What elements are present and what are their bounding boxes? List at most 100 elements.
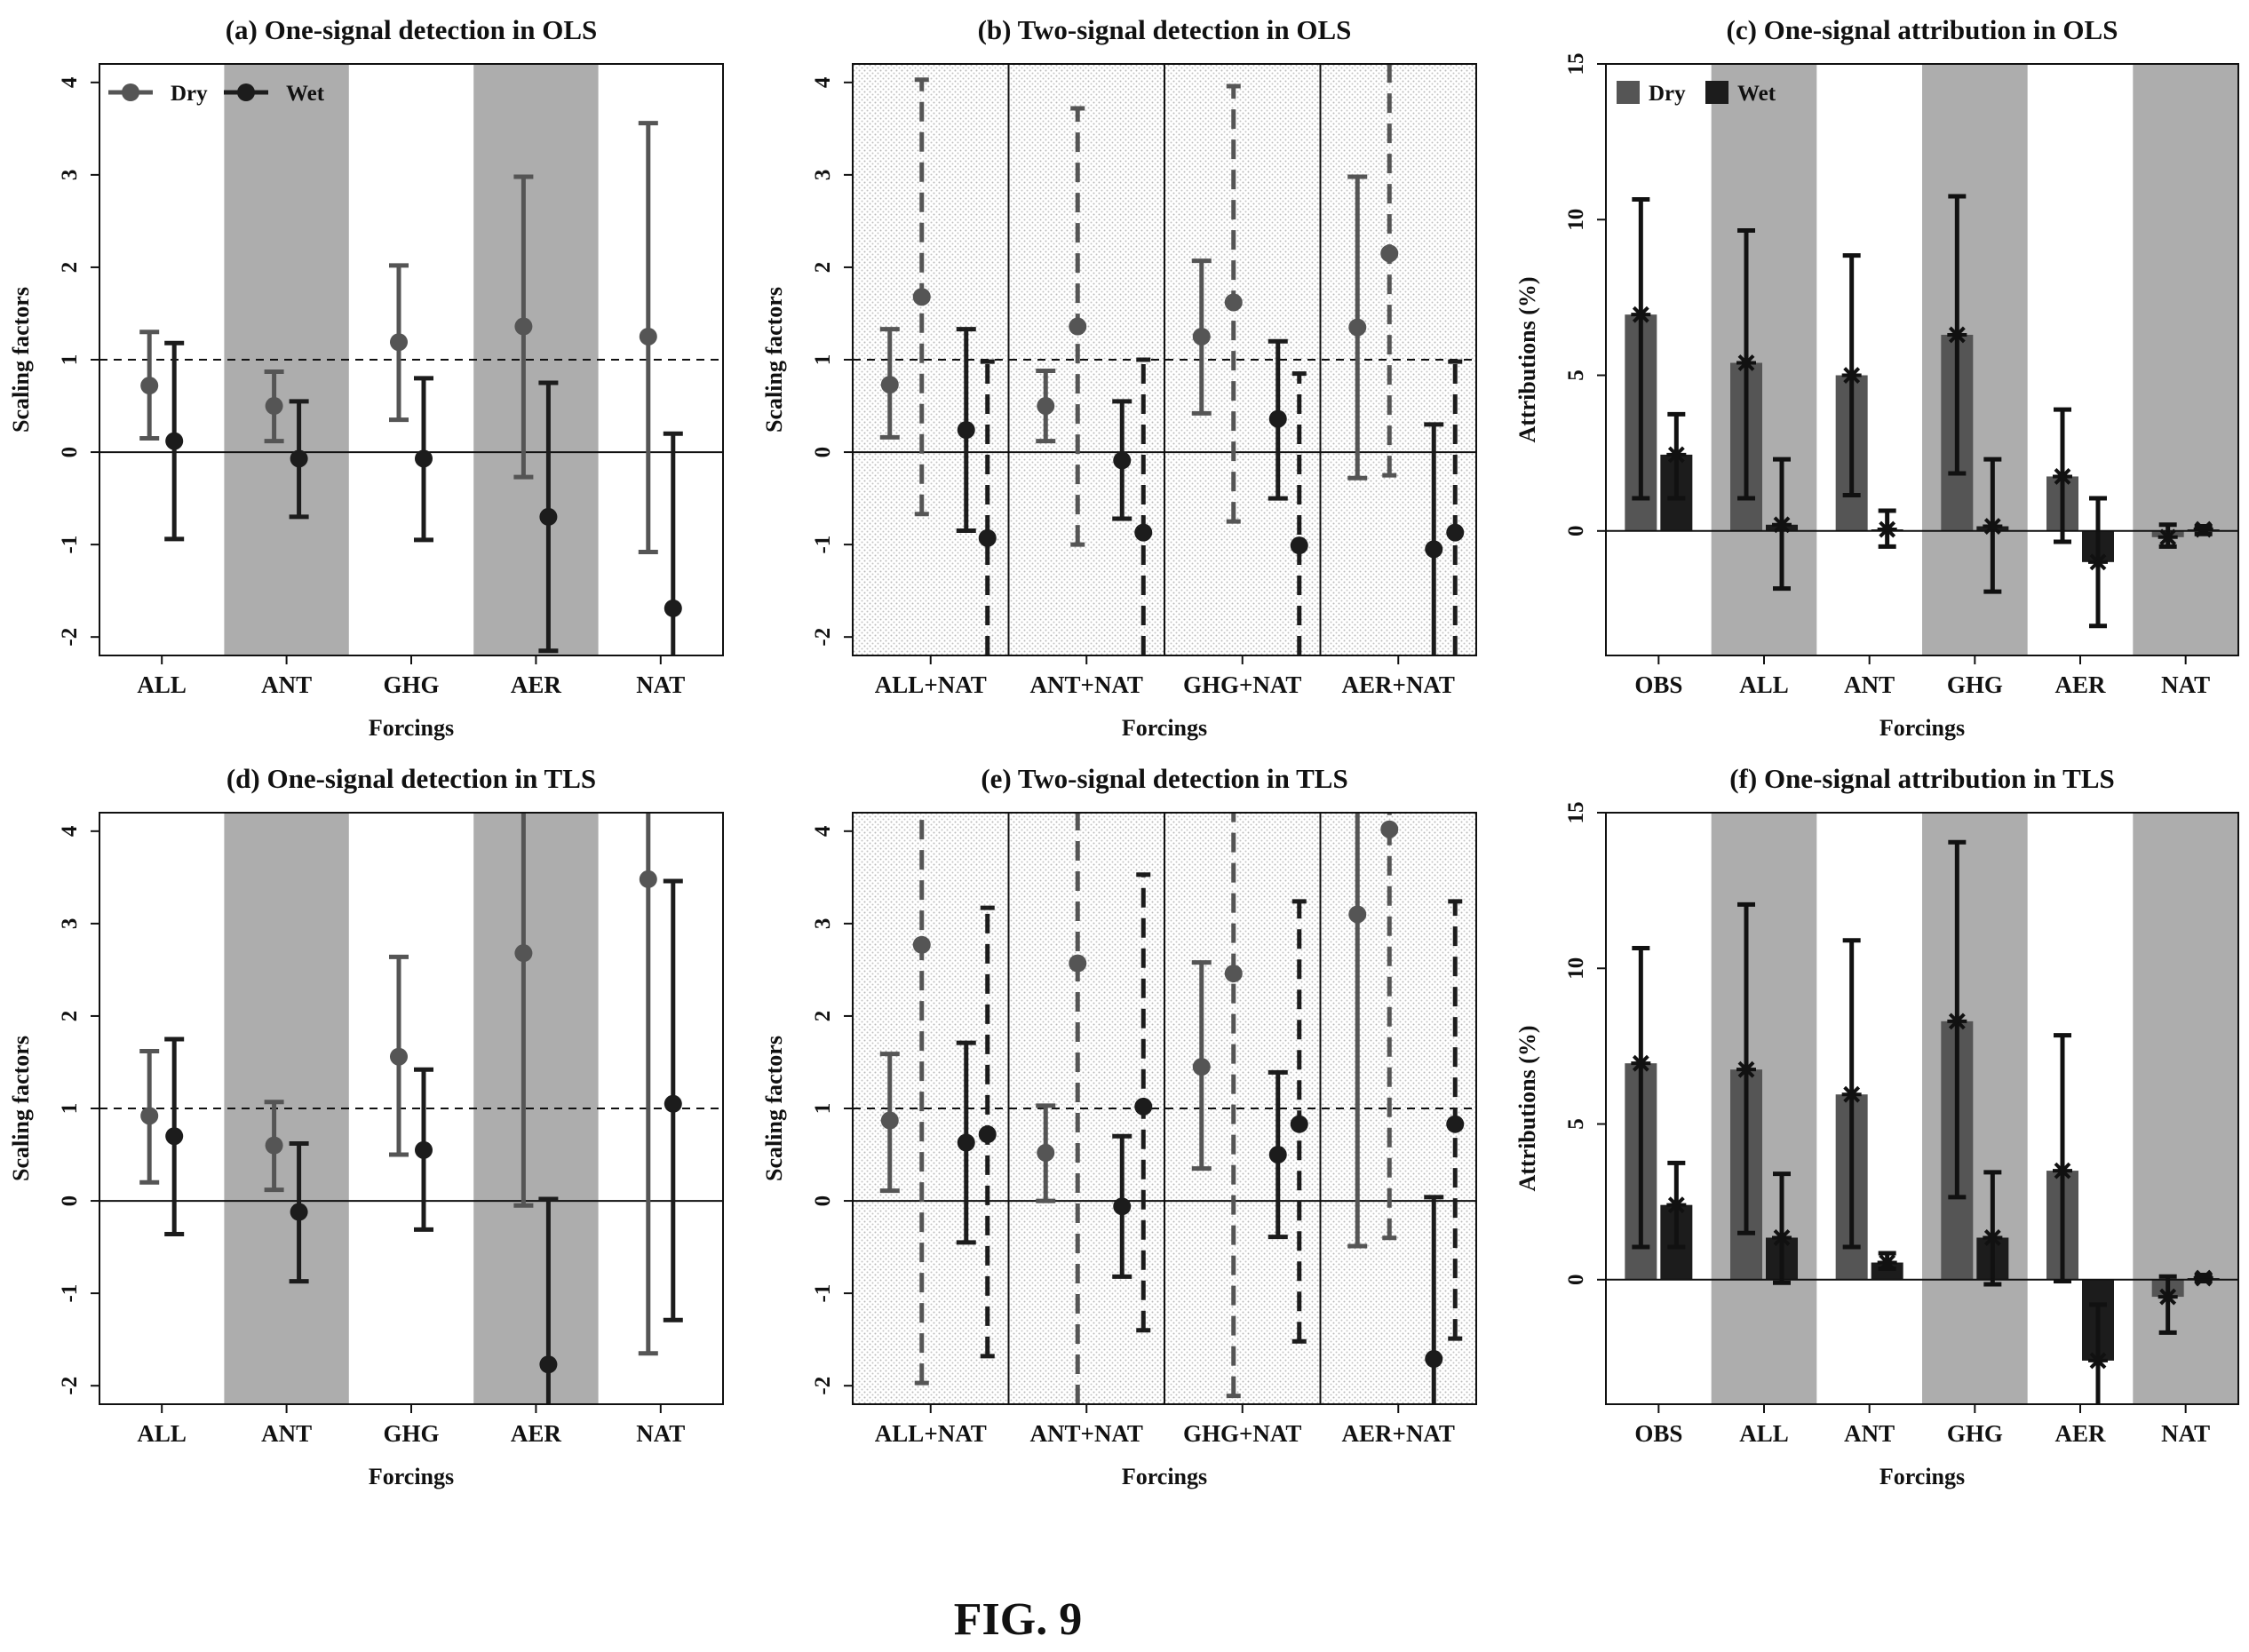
point-all-nat-3 [978, 1125, 997, 1144]
legend: Dry Wet [108, 82, 325, 106]
point-ant-nat-2 [1113, 1197, 1132, 1216]
y-tick-label: 10 [1564, 209, 1588, 231]
errorbar-wet-ghg [1983, 1170, 2002, 1287]
y-tick-label: 15 [1564, 53, 1588, 75]
panels: -2 -1 0 1 2 3 4 ALL ANT GHG AER NAT (a) One-signal d… [8, 14, 2239, 1489]
y-tick-label: 0 [58, 1195, 82, 1207]
plot-area-e [853, 813, 1476, 1404]
x-axis-label: Forcings [1879, 715, 1965, 741]
marker-dry-nat [2158, 528, 2178, 546]
point-all-nat-2 [957, 421, 975, 440]
point-ghg-nat-3 [1290, 1115, 1308, 1133]
y-axis-label: Attributions (%) [1514, 276, 1540, 442]
point-ant-nat-1 [1069, 317, 1087, 336]
marker-stroke [1667, 446, 1685, 464]
x-tick-label: GHG+NAT [1183, 671, 1301, 698]
plot-area-c [1606, 64, 2238, 655]
marker-stroke [1843, 1085, 1861, 1103]
point-wet-ant [290, 449, 308, 468]
point-wet-ghg [415, 1140, 433, 1159]
x-tick-label: GHG+NAT [1183, 1420, 1301, 1447]
errorbar-dry-obs [1632, 945, 1650, 1250]
marker-stroke [2159, 1288, 2177, 1306]
x-tick-label: NAT [2161, 1420, 2210, 1447]
point-dry-aer [514, 944, 533, 963]
marker-stroke [2089, 1352, 2107, 1370]
errorbar-aer-nat-1 [1382, 813, 1397, 1241]
plot-area-a [99, 64, 723, 655]
point-dry-ant [265, 397, 283, 416]
marker-stroke [1948, 1013, 1966, 1030]
x-tick-label: AER [2054, 1420, 2106, 1447]
marker-stroke [1632, 306, 1649, 323]
x-tick-label: ALL+NAT [875, 671, 987, 698]
marker-dry-ghg [1947, 326, 1967, 344]
point-all-nat-1 [912, 935, 931, 954]
errorbar-wet-aer [2089, 1302, 2107, 1404]
x-tick-label: ANT+NAT [1030, 1420, 1143, 1447]
point-ghg-nat-0 [1192, 1058, 1211, 1076]
panel-d: -2 -1 0 1 2 3 4 ALL ANT GHG AER NAT (d) One-signal d… [8, 763, 724, 1489]
x-tick-label: AER+NAT [1342, 671, 1455, 698]
point-all-nat-0 [880, 1111, 899, 1130]
errorbar-aer-nat-2 [1424, 422, 1444, 655]
x-tick-label: NAT [636, 1420, 685, 1447]
panel-f: 0 5 10 15 OBS ALL ANT GHG AER NAT (f) One-signal a… [1514, 763, 2239, 1489]
point-all-nat-1 [912, 288, 931, 306]
errorbar-dry-aer [2054, 1033, 2071, 1284]
marker-wet-obs [1666, 1196, 1687, 1214]
errorbar-aer-nat-3 [1448, 359, 1463, 655]
y-tick-label: 0 [811, 1195, 835, 1207]
panel-e: -2 -1 0 1 2 3 4 ALL+NAT ANT+NAT GHG+NAT AER+NAT (e)… [761, 763, 1477, 1489]
point-ant-nat-0 [1037, 1143, 1055, 1162]
point-aer-nat-3 [1446, 1115, 1465, 1133]
y-tick-label: 0 [1564, 1275, 1588, 1286]
legend: Dry Wet [1617, 81, 1776, 106]
errorbar-ant-nat-3 [1136, 357, 1151, 655]
y-tick-label: 1 [811, 1103, 835, 1115]
point-ant-nat-3 [1134, 523, 1153, 542]
panel-a: -2 -1 0 1 2 3 4 ALL ANT GHG AER NAT (a) One-signal d… [8, 14, 724, 741]
marker-stroke [1773, 516, 1791, 534]
marker-stroke [2195, 520, 2213, 538]
point-ghg-nat-0 [1192, 327, 1211, 345]
y-tick-label: 1 [58, 1103, 82, 1115]
legend-dry-label: Dry [1649, 82, 1686, 106]
errorbar-ghg-nat-1 [1226, 813, 1241, 1399]
panel-title: (a) One-signal detection in OLS [226, 14, 598, 45]
x-tick-label: ANT [261, 1420, 312, 1447]
point-dry-ant [265, 1136, 283, 1155]
y-tick-label: 2 [58, 1011, 82, 1022]
x-tick-label: ANT [1844, 671, 1895, 698]
x-tick-label: ALL [137, 671, 187, 698]
marker-dry-obs [1631, 306, 1651, 323]
point-ant-nat-3 [1134, 1097, 1153, 1116]
legend-dry-label: Dry [171, 82, 208, 106]
point-aer-nat-0 [1348, 318, 1367, 337]
x-tick-label: NAT [636, 671, 685, 698]
panel-b: -2 -1 0 1 2 3 4 ALL+NAT ANT+NAT GHG+NAT AER+NAT (b)… [761, 14, 1477, 741]
point-dry-ghg [390, 1047, 408, 1066]
shaded-band-nat [2133, 64, 2238, 655]
y-tick-label: 0 [811, 447, 835, 458]
shaded-band-ghg [1922, 64, 2028, 655]
x-tick-label: AER [511, 1420, 562, 1447]
x-axis-label: Forcings [1879, 1464, 1965, 1489]
x-tick-label: ALL [137, 1420, 187, 1447]
marker-dry-ant [1841, 367, 1862, 384]
y-tick-label: -2 [811, 1377, 835, 1395]
point-dry-aer [514, 317, 533, 336]
y-tick-label: 1 [811, 354, 835, 366]
errorbar-dry-obs [1632, 196, 1650, 501]
point-dry-all [140, 1107, 159, 1125]
point-ant-nat-2 [1113, 451, 1132, 470]
marker-wet-ant [1877, 1254, 1897, 1271]
legend-wet-swatch [1705, 81, 1728, 104]
marker-wet-all [1772, 516, 1792, 534]
y-tick-label: 4 [811, 76, 835, 88]
y-tick-label: 2 [811, 1011, 835, 1022]
y-tick-label: -1 [811, 1284, 835, 1303]
point-wet-all [165, 432, 184, 450]
y-tick-label: -1 [811, 536, 835, 554]
